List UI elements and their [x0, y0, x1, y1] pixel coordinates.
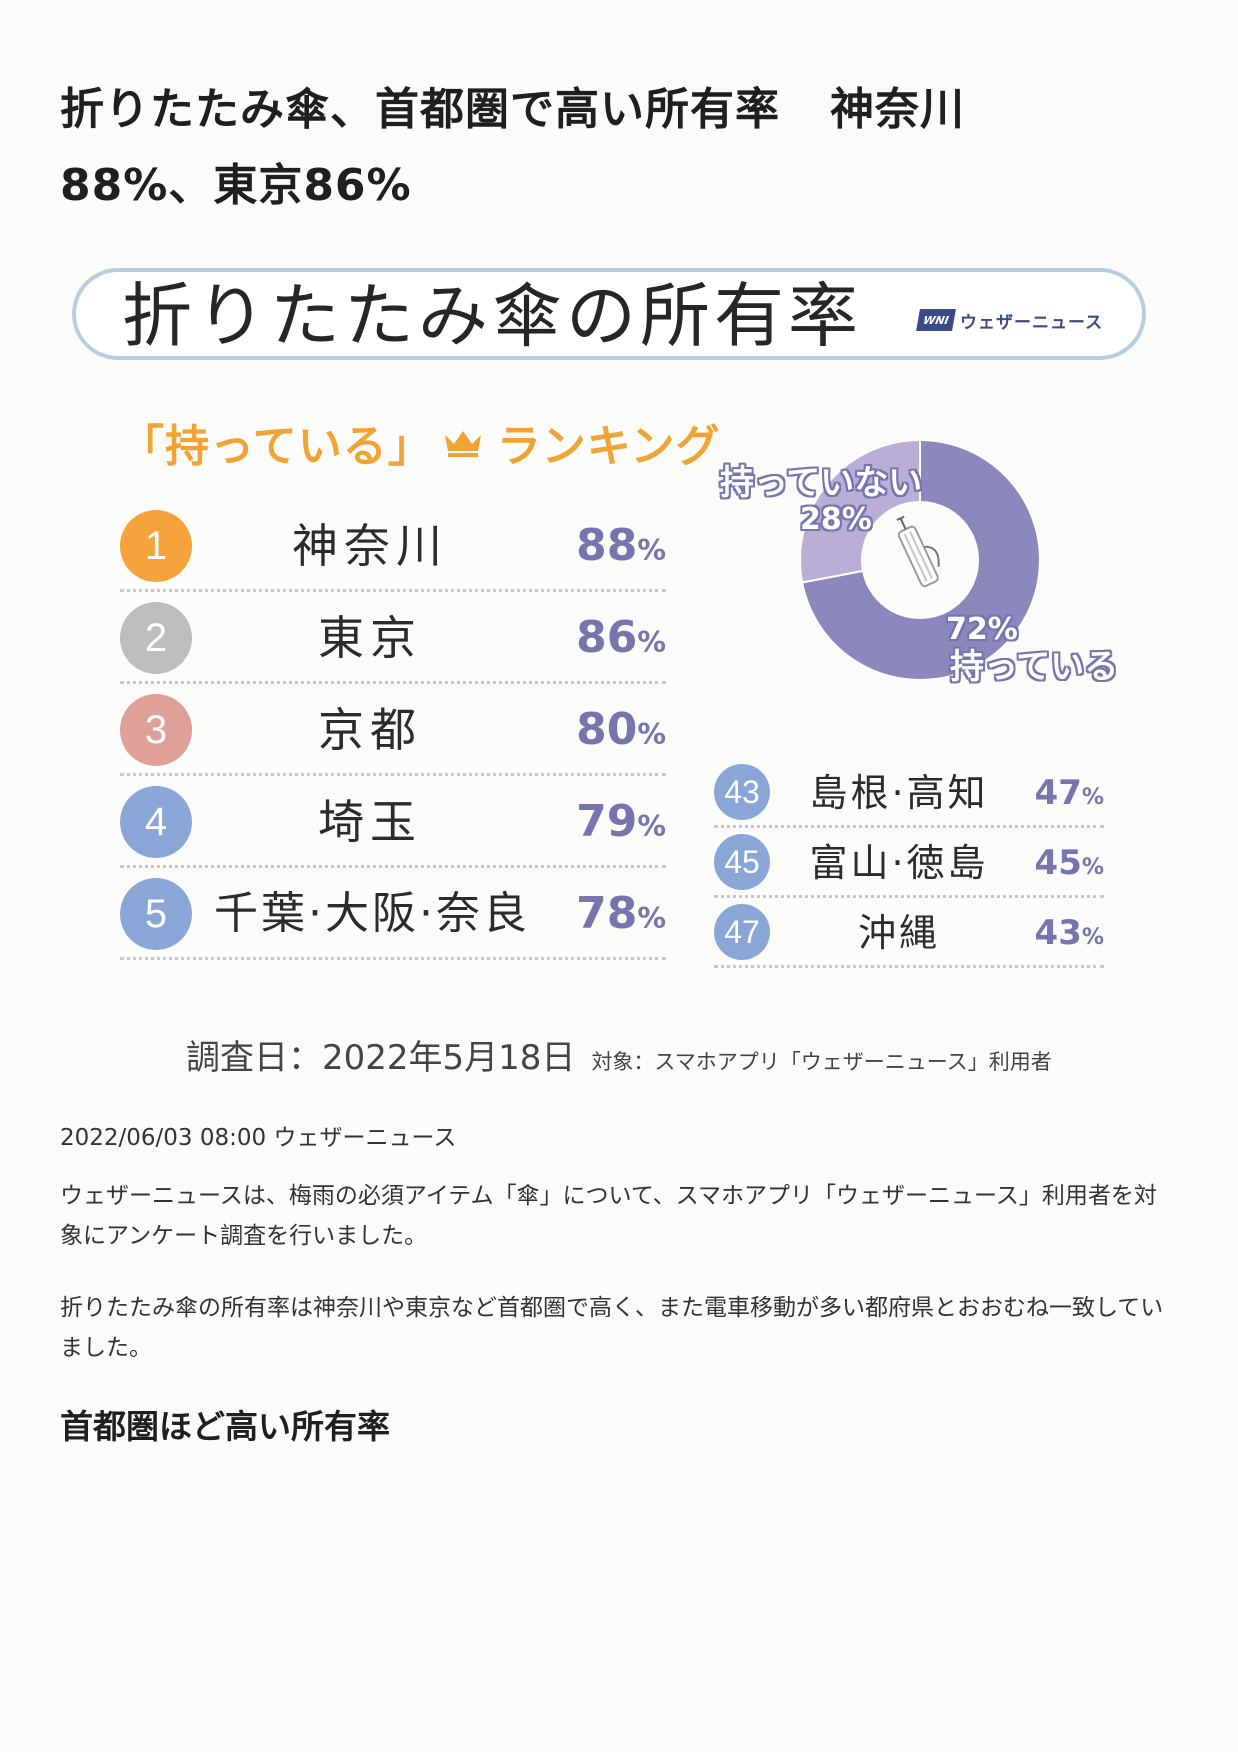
prefecture-name: 富山·徳島 [784, 836, 1014, 890]
headline-part2: 神奈川 [830, 84, 965, 135]
prefecture-name: 埼玉 [200, 788, 540, 856]
infographic-title: 折りたたみ傘の所有率 [122, 274, 862, 358]
prefecture-name: 東京 [200, 604, 540, 672]
headline-part3: 88%、東京86% [60, 160, 412, 211]
rank-badge: 4 [120, 786, 192, 858]
ownership-donut-chart: 持っていない 28% 72% 持っている [720, 430, 1140, 730]
prefecture-name: 千葉·大阪·奈良 [192, 880, 552, 948]
ownership-percent: 88% [576, 514, 666, 582]
rank-row: 1 神奈川 88% [120, 500, 666, 592]
rank-badge: 43 [714, 764, 770, 820]
rank-row: 2 東京 86% [120, 592, 666, 684]
rank-badge: 2 [120, 602, 192, 674]
crown-icon [443, 427, 483, 457]
prefecture-name: 神奈川 [200, 512, 540, 580]
ranking-heading-post: ランキング [497, 410, 721, 474]
weathernews-logo-icon: WNI [916, 309, 956, 331]
article-paragraph-1: ウェザーニュースは、梅雨の必須アイテム「傘」について、スマホアプリ「ウェザーニュ… [60, 1176, 1170, 1256]
umbrella-icon [892, 511, 947, 588]
have-percent: 72% [946, 612, 1018, 648]
not-have-percent: 28% [800, 502, 872, 538]
ownership-percent: 78% [576, 882, 666, 950]
article-meta: 2022/06/03 08:00 ウェザーニュース [60, 1118, 456, 1152]
ownership-percent: 86% [576, 606, 666, 674]
brand-name: ウェザーニュース [960, 308, 1103, 333]
ownership-percent: 45% [1035, 838, 1104, 892]
ranking-heading-pre: 「持っている」 [120, 410, 433, 474]
ownership-percent: 47% [1035, 768, 1104, 822]
rank-row: 5 千葉·大阪·奈良 78% [120, 868, 666, 960]
rank-row: 47 沖縄 43% [714, 898, 1104, 968]
survey-info: 調査日：2022年5月18日 対象：スマホアプリ「ウェザーニュース」利用者 [186, 1030, 1052, 1079]
article-paragraph-2: 折りたたみ傘の所有率は神奈川や東京など首都圏で高く、また電車移動が多い都府県とお… [60, 1288, 1170, 1368]
ownership-percent: 80% [576, 698, 666, 766]
prefecture-name: 島根·高知 [784, 766, 1014, 820]
rank-row: 4 埼玉 79% [120, 776, 666, 868]
headline-part1: 折りたたみ傘、首都圏で高い所有率 [60, 84, 780, 135]
not-have-label: 持っていない [720, 464, 922, 502]
rank-badge: 45 [714, 834, 770, 890]
have-label: 持っている [950, 648, 1118, 686]
infographic-title-banner: 折りたたみ傘の所有率 WNI ウェザーニュース [72, 268, 1146, 360]
ranking-heading: 「持っている」 ランキング [120, 410, 721, 474]
rank-badge: 1 [120, 510, 192, 582]
rank-row: 45 富山·徳島 45% [714, 828, 1104, 898]
brand-mark: WNI ウェザーニュース [918, 306, 1103, 334]
rank-row: 3 京都 80% [120, 684, 666, 776]
ownership-percent: 79% [576, 790, 666, 858]
rank-badge: 5 [120, 878, 192, 950]
rank-row: 43 島根·高知 47% [714, 758, 1104, 828]
survey-date: 調査日：2022年5月18日 [186, 1038, 575, 1078]
prefecture-name: 京都 [200, 696, 540, 764]
article-subheading: 首都圏ほど高い所有率 [60, 1400, 390, 1448]
article-headline: 折りたたみ傘、首都圏で高い所有率 神奈川 88%、東京86% [60, 72, 1170, 224]
prefecture-name: 沖縄 [784, 906, 1014, 960]
ownership-percent: 43% [1035, 908, 1104, 962]
survey-target: 対象：スマホアプリ「ウェザーニュース」利用者 [591, 1050, 1051, 1074]
rank-badge: 3 [120, 694, 192, 766]
rank-badge: 47 [714, 904, 770, 960]
